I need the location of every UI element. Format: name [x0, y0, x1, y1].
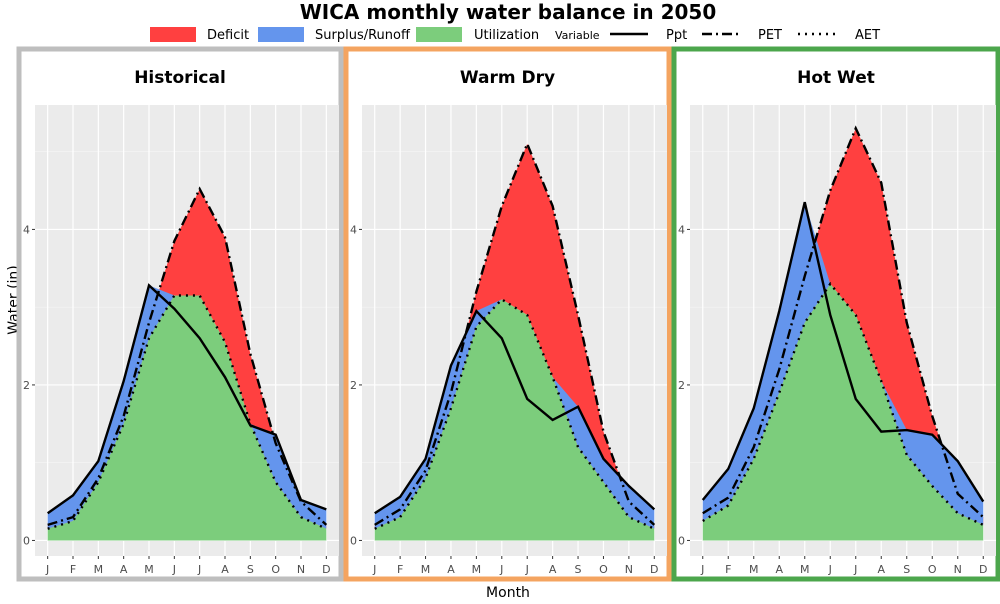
deficit-area — [47, 188, 327, 529]
panel-title: Historical — [134, 68, 226, 88]
surplus-area — [47, 285, 327, 529]
x-tick-label: O — [599, 563, 608, 576]
x-tick-label: F — [397, 563, 403, 576]
utilization-area — [702, 283, 984, 541]
x-tick-label: A — [549, 563, 557, 576]
pet-line — [374, 140, 656, 526]
x-tick-label: M — [421, 563, 431, 576]
x-tick-label: M — [749, 563, 759, 576]
aet-line — [47, 294, 327, 530]
x-tick-label: D — [650, 563, 658, 576]
utilization-area — [374, 299, 655, 541]
panel-1: Historical 0 2 4 J F M A M J J A S O N D — [16, 46, 344, 582]
x-tick-label: N — [625, 563, 633, 576]
y-tick-label: 2 — [23, 379, 30, 392]
x-axis-label: Month — [486, 585, 530, 600]
x-tick-label: D — [979, 563, 987, 576]
aet-line — [702, 281, 984, 526]
x-tick-label: A — [221, 563, 229, 576]
y-tick-label: 0 — [350, 534, 357, 547]
utilization-area — [47, 295, 327, 541]
x-tick-label: J — [700, 563, 704, 576]
y-tick-label: 2 — [350, 379, 357, 392]
x-tick-label: D — [322, 563, 330, 576]
panel-title: Hot Wet — [797, 68, 875, 88]
x-tick-label: A — [120, 563, 128, 576]
x-tick-label: M — [144, 563, 154, 576]
panel-3: Hot Wet 0 2 4 J F M A M J J A S O N D — [671, 46, 1000, 582]
legend-surplus-label: Surplus/Runoff — [315, 28, 411, 43]
y-tick-label: 4 — [678, 223, 685, 236]
legend-deficit-swatch — [150, 27, 196, 42]
ppt-line — [46, 283, 327, 515]
x-tick-label: M — [800, 563, 810, 576]
x-tick-label: S — [247, 563, 254, 576]
x-tick-label: J — [45, 563, 49, 576]
x-tick-label: J — [372, 563, 376, 576]
legend-utilization-swatch — [416, 27, 462, 42]
x-tick-label: S — [903, 563, 910, 576]
x-tick-label: O — [271, 563, 280, 576]
x-tick-label: N — [954, 563, 962, 576]
ppt-line — [374, 308, 656, 515]
y-tick-label: 4 — [350, 223, 357, 236]
x-tick-label: J — [499, 563, 503, 576]
chart-title: WICA monthly water balance in 2050 — [300, 0, 717, 24]
legend: Deficit Surplus/Runoff Utilization Varia… — [150, 27, 880, 43]
x-tick-label: F — [725, 563, 731, 576]
y-tick-label: 0 — [678, 534, 685, 547]
legend-variable-title: Variable — [555, 29, 600, 42]
y-tick-label: 0 — [23, 534, 30, 547]
x-tick-label: A — [877, 563, 885, 576]
y-tick-label: 2 — [678, 379, 685, 392]
legend-surplus-swatch — [258, 27, 304, 42]
panels: Historical 0 2 4 J F M A M J J A S O N D Warm Dry 0 2 4 J F M A… — [16, 46, 1000, 582]
legend-aet-label: AET — [855, 28, 880, 43]
ppt-line — [701, 201, 985, 503]
x-tick-label: F — [70, 563, 76, 576]
surplus-area — [702, 202, 984, 525]
x-tick-label: N — [297, 563, 305, 576]
x-tick-label: M — [472, 563, 482, 576]
legend-utilization-label: Utilization — [474, 28, 539, 43]
legend-pet-label: PET — [758, 28, 782, 43]
deficit-area — [702, 128, 984, 525]
x-tick-label: A — [775, 563, 783, 576]
y-tick-label: 4 — [23, 223, 30, 236]
legend-ppt-label: Ppt — [666, 28, 687, 43]
x-tick-label: A — [447, 563, 455, 576]
x-tick-label: J — [853, 563, 857, 576]
pet-line — [702, 125, 985, 519]
x-tick-label: J — [172, 563, 176, 576]
x-tick-label: S — [575, 563, 582, 576]
x-tick-label: J — [828, 563, 832, 576]
pet-line — [47, 186, 328, 527]
panel-2: Warm Dry 0 2 4 J F M A M J J A S O N D — [343, 46, 672, 582]
x-tick-label: J — [525, 563, 529, 576]
legend-deficit-label: Deficit — [207, 28, 249, 43]
panel-title: Warm Dry — [460, 68, 555, 88]
x-tick-label: O — [928, 563, 937, 576]
x-tick-label: J — [197, 563, 201, 576]
x-tick-label: M — [94, 563, 104, 576]
